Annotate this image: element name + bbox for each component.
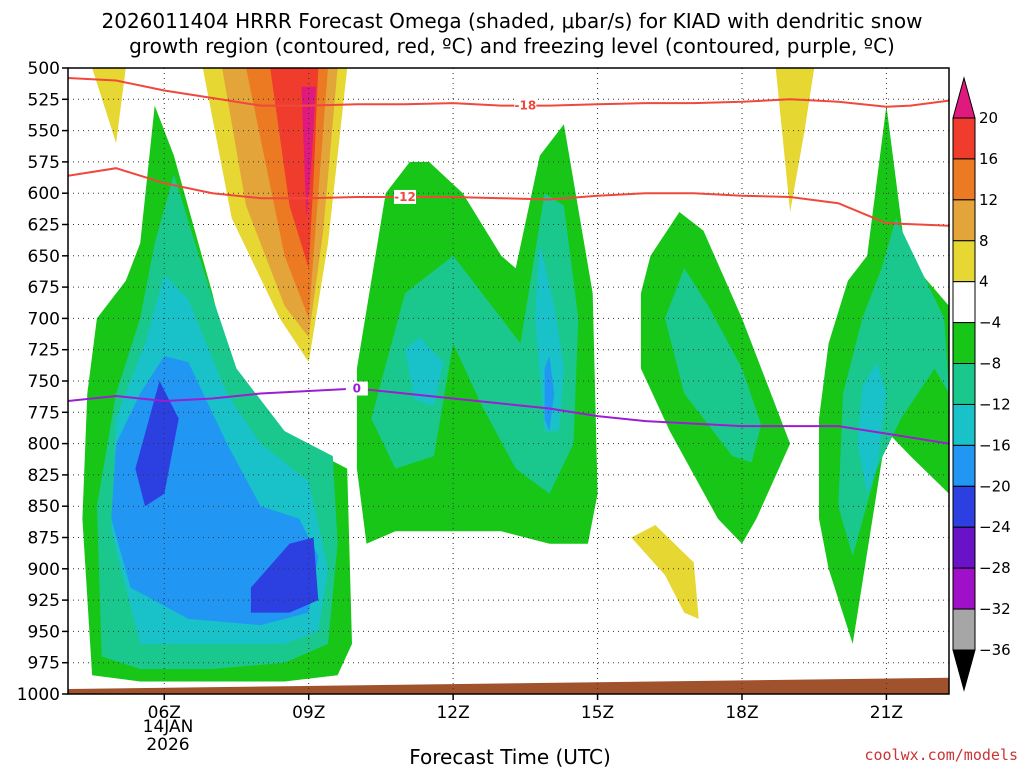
omega-region-20 [665, 268, 762, 463]
colorbar: 20 16 12 8 4 −4 −8 −12 −16 −20 −24 −28 −32 −36 [952, 76, 1011, 692]
colorbar-bin [952, 608, 976, 651]
contour-label-freezing-level: 0 [353, 382, 361, 396]
colorbar-bin [952, 199, 976, 242]
x-tick-label: 21Z [870, 703, 903, 723]
colorbar-label: −8 [979, 355, 1001, 373]
contour-label-bg [514, 98, 537, 113]
y-tick-label: 750 [28, 372, 60, 392]
y-tick-label: 650 [28, 247, 60, 267]
omega-region-16 [405, 337, 444, 406]
y-tick-label: 875 [28, 529, 60, 549]
colorbar-bin [952, 363, 976, 405]
colorbar-label: −28 [979, 559, 1011, 577]
colorbar-label: −12 [979, 395, 1011, 413]
contour-label-dgz-minus18: -18 [515, 99, 537, 113]
colorbar-label: −32 [979, 600, 1011, 618]
colorbar-label: −16 [979, 436, 1011, 454]
colorbar-label: 16 [979, 150, 998, 168]
chart-title-line1: 2026011404 HRRR Forecast Omega (shaded, … [102, 9, 923, 33]
colorbar-label: −24 [979, 518, 1011, 536]
colorbar-bin [952, 281, 976, 324]
colorbar-label: −20 [979, 477, 1011, 495]
contour-freezing-level [68, 387, 949, 445]
colorbar-bin [952, 567, 976, 610]
x-axis-title: Forecast Time (UTC) [409, 745, 611, 768]
date-label-month: 14JAN [143, 717, 194, 737]
contour-label-dgz-minus12: -12 [394, 190, 416, 204]
colorbar-bin [952, 485, 976, 528]
omega-region-17 [535, 243, 564, 432]
y-tick-label: 600 [28, 184, 60, 204]
x-tick-label: 06Z [148, 703, 181, 723]
omega-region-0 [92, 68, 126, 144]
plot-area: -18 -12 0 [67, 67, 950, 695]
y-tick-label: 825 [28, 466, 60, 486]
colorbar-bin [952, 76, 976, 119]
y-tick-label: 700 [28, 309, 60, 329]
x-tick-label: 09Z [292, 703, 325, 723]
terrain-strip [68, 677, 949, 694]
colorbar-bin [952, 403, 976, 446]
omega-region-15 [371, 193, 579, 494]
x-tick-label: 18Z [725, 703, 758, 723]
y-tick-label: 975 [28, 654, 60, 674]
colorbar-bin [952, 240, 976, 283]
omega-region-7 [631, 525, 699, 619]
y-tick-label: 525 [28, 90, 60, 110]
colorbar-bin [952, 444, 976, 487]
colorbar-label: −4 [979, 314, 1001, 332]
colorbar-label: 4 [979, 273, 989, 291]
colorbar-bin [952, 158, 976, 201]
omega-region-13 [250, 537, 319, 613]
y-tick-label: 675 [28, 278, 60, 298]
omega-region-6 [775, 68, 815, 212]
colorbar-label: 8 [979, 232, 989, 250]
contour-label-bg [393, 189, 416, 204]
y-tick-label: 500 [28, 59, 60, 79]
y-tick-label: 900 [28, 560, 60, 580]
y-tick-label: 725 [28, 341, 60, 361]
omega-region-5 [301, 86, 316, 219]
colorbar-bin [952, 526, 976, 569]
colorbar-label: 20 [979, 109, 998, 127]
contour-label-bg [345, 381, 368, 396]
y-tick-label: 950 [28, 622, 60, 642]
y-tick-label: 850 [28, 497, 60, 517]
chart-title-line2: growth region (contoured, red, ºC) and f… [129, 34, 895, 58]
y-tick-label: 625 [28, 216, 60, 236]
colorbar-bin [952, 117, 976, 160]
colorbar-bin [952, 649, 976, 692]
y-tick-label: 1000 [17, 685, 60, 705]
omega-region-12 [135, 381, 179, 507]
omega-region-23 [857, 362, 887, 494]
colorbar-bin [952, 322, 976, 365]
y-tick-label: 800 [28, 435, 60, 455]
omega-shading [82, 68, 949, 682]
colorbar-label: −36 [979, 641, 1011, 659]
x-axis: 06Z 09Z 12Z 15Z 18Z 21Z [148, 694, 903, 723]
date-label-year: 2026 [146, 735, 189, 755]
y-tick-label: 575 [28, 153, 60, 173]
x-tick-label: 15Z [581, 703, 614, 723]
y-tick-label: 925 [28, 591, 60, 611]
omega-region-18 [544, 356, 555, 432]
contour-dgz-minus12 [68, 167, 949, 227]
contour-lines: -18 -12 0 [68, 77, 949, 445]
y-tick-label: 550 [28, 122, 60, 142]
y-axis: 500 525 550 575 600 625 650 675 700 725 750 775 800 8… [17, 59, 68, 705]
y-tick-label: 775 [28, 403, 60, 423]
colorbar-label: 12 [979, 191, 998, 209]
credit-text: coolwx.com/models [864, 746, 1018, 764]
x-tick-label: 12Z [436, 703, 469, 723]
